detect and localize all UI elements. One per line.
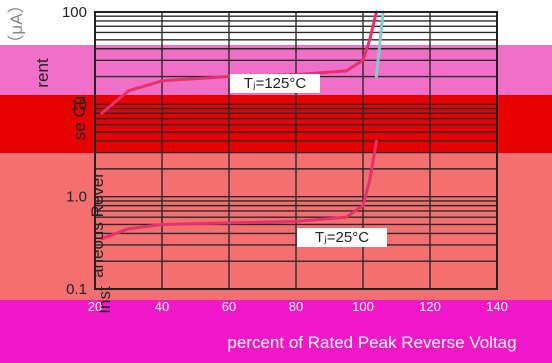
x-tick-label: 40 [155, 299, 169, 314]
x-tick-label: 100 [352, 299, 374, 314]
y-axis-label-part: se Cu [70, 96, 89, 140]
x-tick-label: 120 [419, 299, 441, 314]
ticks: 100 10 1.0 0.120 40 60 80 100 120 140 [62, 4, 508, 314]
series-line [100, 139, 378, 241]
y-tick-label: 0.1 [66, 281, 87, 298]
y-tick-label: 100 [62, 4, 87, 21]
y-tick-label: 10 [70, 96, 87, 113]
x-axis-label: percent of Rated Peak Reverse Voltag [227, 333, 516, 352]
x-tick-label: 60 [222, 299, 236, 314]
series-line [100, 10, 378, 115]
series-label-bg [230, 74, 320, 93]
axis-titles: percent of Rated Peak Reverse Voltag （μA）… [7, 0, 517, 352]
x-tick-label: 80 [289, 299, 303, 314]
y-axis-label-part: （μA） [7, 0, 26, 52]
y-axis-label-part: aneous Rever [88, 172, 107, 278]
band-magenta [0, 300, 552, 363]
series-labels: Tⱼ=125°C Tⱼ=25°C [230, 74, 387, 247]
band-salmon [0, 153, 552, 300]
series-label: Tⱼ=25°C [315, 229, 369, 246]
x-tick-label: 20 [88, 299, 102, 314]
series-label: Tⱼ=125°C [244, 75, 307, 92]
plot-frame [94, 11, 498, 290]
y-axis-label-part: rent [33, 58, 52, 88]
y-tick-label: 1.0 [66, 189, 87, 206]
x-tick-label: 140 [486, 299, 508, 314]
y-axis-label-part: Inst [95, 286, 114, 314]
grid [94, 12, 498, 290]
extra-mark-line [374, 10, 385, 78]
series-label-bg [297, 228, 387, 247]
